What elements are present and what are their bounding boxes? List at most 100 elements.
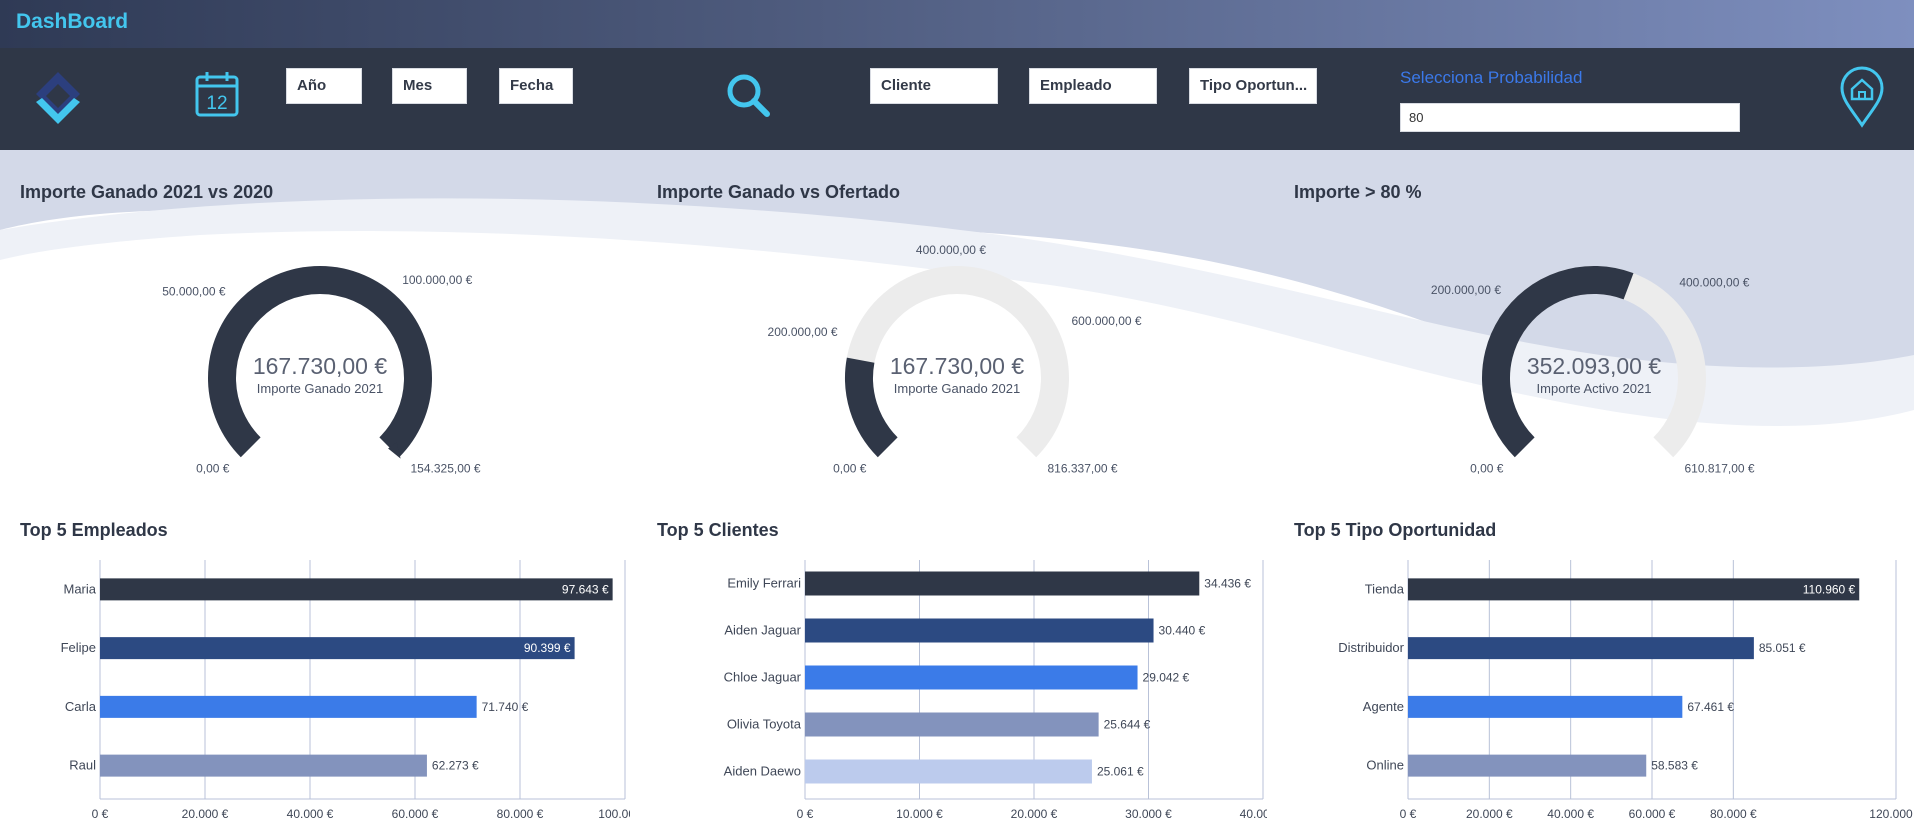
bar[interactable] [1408,578,1860,601]
probability-label: Selecciona Probabilidad [1400,68,1583,87]
x-tick-label: 30.000 € [1125,807,1172,821]
gauge-max-label: 610.817,00 € [1685,462,1755,476]
category-label: Agente [1363,699,1404,714]
calendar-day: 12 [206,93,227,114]
bar[interactable] [805,665,1138,690]
brand-logo-icon[interactable] [30,70,86,131]
bar-chart-top-clientes: 0 € 10.000 € 20.000 € 30.000 € 40.000 € Emily… [724,560,1267,821]
bar-value-label: 25.061 € [1097,765,1144,779]
gauge-tick-label: 400.000,00 € [916,243,986,257]
gauge-value-arc[interactable] [1482,266,1634,458]
bar[interactable] [805,618,1154,643]
category-label: Carla [65,699,97,714]
gauge-tick-label: 50.000,00 € [162,285,226,299]
x-tick-label: 80.000 € [1710,807,1757,821]
slicer-tipo-oportunidad[interactable]: Tipo Oportun... [1189,68,1317,104]
gauge-min-label: 0,00 € [196,462,230,476]
title-bar: DashBoard [0,0,1914,48]
slicer-cliente[interactable]: Cliente [870,68,998,104]
x-tick-label: 0 € [797,807,814,821]
gauge-importe-ganado-vs-ofertado[interactable]: 0,00 € 816.337,00 € 200.000,00 € 400.000,00… [757,210,1157,510]
chart-title-empleados: Top 5 Empleados [20,520,168,540]
bar-value-label: 29.042 € [1143,671,1190,685]
bar-value-label: 58.583 € [1651,759,1698,773]
gauge-max-label: 816.337,00 € [1048,462,1118,476]
gauge-tick-label: 100.000,00 € [402,273,472,287]
category-label: Distribuidor [1338,640,1404,655]
gauge-importe-mayor-80[interactable]: 0,00 € 610.817,00 € 200.000,00 € 400.000,00… [1394,210,1794,510]
gauge-tick-label: 600.000,00 € [1071,314,1141,328]
bar-value-label: 71.740 € [482,700,529,714]
gauge-value-text: 167.730,00 € [253,353,388,379]
app-title: DashBoard [16,10,129,33]
bar[interactable] [1408,695,1683,718]
home-pin-icon[interactable] [1838,66,1886,133]
x-tick-label: 100.000 € [598,807,630,821]
bar-value-label: 67.461 € [1687,700,1734,714]
search-icon[interactable] [725,72,771,123]
bar-chart-top-tipo-oportunidad: 0 € 20.000 € 40.000 € 60.000 € 80.000 € 120.0… [1338,560,1914,821]
x-tick-label: 60.000 € [1629,807,1676,821]
gauge-subtitle: Importe Activo 2021 [1537,381,1652,396]
category-label: Olivia Toyota [727,717,802,732]
bar-value-label: 25.644 € [1104,718,1151,732]
bar[interactable] [100,754,427,777]
gauge-subtitle: Importe Ganado 2021 [257,381,383,396]
x-tick-label: 20.000 € [1466,807,1513,821]
bar[interactable] [805,759,1092,784]
bar-value-label: 62.273 € [432,759,479,773]
category-label: Emily Ferrari [727,576,801,591]
category-label: Online [1366,758,1404,773]
chart-title-tipo-oportunidad: Top 5 Tipo Oportunidad [1294,520,1497,540]
gauge-min-label: 0,00 € [833,462,867,476]
bar[interactable] [100,695,477,718]
bar-chart-top-empleados: 0 € 20.000 € 40.000 € 60.000 € 80.000 € 100.0… [61,560,630,821]
gauge-value-text: 167.730,00 € [890,353,1025,379]
gauge-target-marker [388,442,401,459]
bar[interactable] [100,637,575,660]
filter-toolbar: 12 Año Mes Fecha Cliente Empleado Tipo O… [0,48,1914,150]
x-tick-label: 40.000 € [1240,807,1267,821]
bar[interactable] [1408,754,1647,777]
x-tick-label: 10.000 € [896,807,943,821]
calendar-icon[interactable]: 12 [195,70,239,123]
gauge-min-label: 0,00 € [1470,462,1504,476]
gauge-value-arc[interactable] [208,266,432,458]
x-tick-label: 20.000 € [182,807,229,821]
gauge-value-arc[interactable] [845,357,898,458]
bar[interactable] [805,571,1200,596]
bar-value-label: 34.436 € [1204,577,1251,591]
bar-value-label: 85.051 € [1759,641,1806,655]
x-tick-label: 40.000 € [287,807,334,821]
x-tick-label: 0 € [92,807,109,821]
slicer-ano[interactable]: Año [286,68,362,104]
chart-title-clientes: Top 5 Clientes [657,520,779,540]
probability-input[interactable]: 80 [1400,103,1740,132]
category-label: Felipe [61,640,96,655]
slicer-empleado[interactable]: Empleado [1029,68,1157,104]
gauge-title-1: Importe Ganado 2021 vs 2020 [20,182,274,202]
slicer-mes[interactable]: Mes [392,68,467,104]
gauge-title-3: Importe > 80 % [1294,182,1422,202]
category-label: Tienda [1365,581,1405,596]
category-label: Raul [69,758,96,773]
background-wave [0,150,1914,427]
x-tick-label: 120.000 € [1869,807,1914,821]
slicer-fecha[interactable]: Fecha [499,68,573,104]
category-label: Maria [63,581,96,596]
gauge-importe-ganado-2021-vs-2020[interactable]: 0,00 € 154.325,00 € 50.000,00 € 100.000,00 … [120,210,520,510]
bar-value-label: 110.960 € [1803,582,1856,596]
dashboard-canvas: Importe Ganado 2021 vs 2020 Importe Gana… [0,150,1914,830]
x-tick-label: 0 € [1400,807,1417,821]
gauge-tick-label: 400.000,00 € [1679,276,1749,290]
x-tick-label: 40.000 € [1547,807,1594,821]
bar-value-label: 90.399 € [524,641,571,655]
gauge-max-label: 154.325,00 € [411,462,481,476]
category-label: Chloe Jaguar [724,670,802,685]
x-tick-label: 80.000 € [497,807,544,821]
bar[interactable] [1408,637,1754,660]
gauge-tick-label: 200.000,00 € [768,325,838,339]
bar-value-label: 30.440 € [1159,624,1206,638]
bar[interactable] [805,712,1099,737]
bar[interactable] [100,578,613,601]
